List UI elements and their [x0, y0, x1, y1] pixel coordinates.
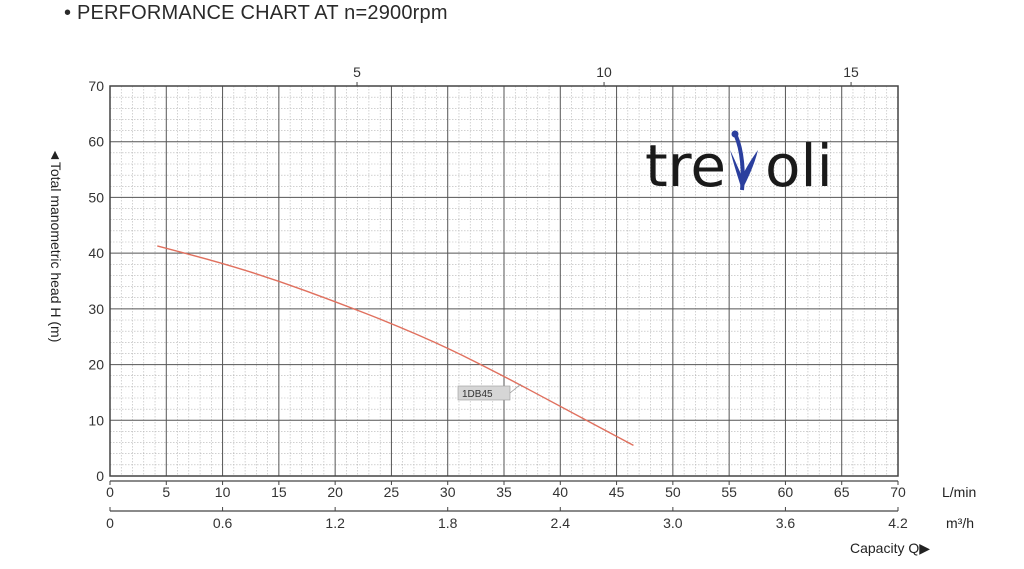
- m3h-tick-label: 0.6: [213, 515, 233, 531]
- y-tick-label: 20: [88, 357, 104, 373]
- lpm-tick-label: 15: [271, 484, 287, 500]
- m3h-axis: 0 0.6 1.2 1.8 2.4 3.0 3.6 4.2 m³/h: [106, 507, 974, 531]
- lpm-tick-label: 60: [778, 484, 794, 500]
- m3h-tick-label: 1.2: [325, 515, 345, 531]
- lpm-tick-label: 10: [215, 484, 231, 500]
- lpm-tick-label: 5: [162, 484, 170, 500]
- y-tick-label: 50: [88, 189, 104, 205]
- lpm-unit-label: L/min: [942, 484, 976, 500]
- m3h-tick-label: 1.8: [438, 515, 458, 531]
- y-tick-labels: 0 10 20 30 40 50 60 70: [88, 78, 104, 484]
- y-tick-label: 40: [88, 245, 104, 261]
- top-tick-label: 10: [596, 64, 612, 80]
- leaf-v-stem: [734, 135, 745, 191]
- series-group: 1DB45: [157, 245, 634, 446]
- lpm-tick-label: 55: [721, 484, 737, 500]
- y-tick-label: 30: [88, 301, 104, 317]
- logo-text-right: oli: [765, 132, 833, 200]
- lpm-tick-label: 20: [327, 484, 343, 500]
- chart-title: • PERFORMANCE CHART AT n=2900rpm: [64, 2, 448, 24]
- lpm-tick-label: 30: [440, 484, 456, 500]
- series-label-leader: [509, 383, 522, 394]
- m3h-tick-label: 2.4: [551, 515, 571, 531]
- plot-frame: [109, 85, 899, 477]
- series-line-1DB45: [157, 245, 634, 446]
- y-tick-label: 10: [88, 412, 104, 428]
- top-tick-label: 5: [353, 64, 361, 80]
- y-tick-label: 60: [88, 134, 104, 150]
- top-tick-label: 15: [843, 64, 859, 80]
- lpm-tick-label: 50: [665, 484, 681, 500]
- top-tick-labels: 5 10 15: [353, 64, 859, 86]
- m3h-tick-label: 4.2: [888, 515, 908, 531]
- y-axis-label: ◄Total manometric head H (m): [48, 148, 64, 342]
- m3h-tick-label: 3.0: [663, 515, 683, 531]
- m3h-tick-label: 3.6: [776, 515, 796, 531]
- x-axis-label: Capacity Q▶: [850, 540, 930, 556]
- m3h-unit-label: m³/h: [946, 515, 974, 531]
- y-tick-label: 70: [88, 78, 104, 94]
- lpm-tick-label: 45: [609, 484, 625, 500]
- leaf-v-dot: [731, 130, 739, 138]
- y-tick-label: 0: [96, 468, 104, 484]
- lpm-tick-label: 0: [106, 484, 114, 500]
- lpm-tick-label: 35: [496, 484, 512, 500]
- major-grid: [110, 86, 898, 476]
- m3h-tick-label: 0: [106, 515, 114, 531]
- logo-text-left: tre: [645, 132, 726, 200]
- trevoli-logo: tre oli: [645, 130, 833, 200]
- lpm-tick-label: 70: [890, 484, 906, 500]
- series-label-text: 1DB45: [462, 389, 493, 400]
- lpm-tick-label: 40: [552, 484, 568, 500]
- lpm-tick-label: 25: [384, 484, 400, 500]
- leaf-v-icon: [730, 130, 758, 191]
- lpm-tick-label: 65: [834, 484, 850, 500]
- lpm-axis: 0 5 10 15 20 25 30 35 40 45 50 55 60 65 70 L/min: [106, 480, 976, 500]
